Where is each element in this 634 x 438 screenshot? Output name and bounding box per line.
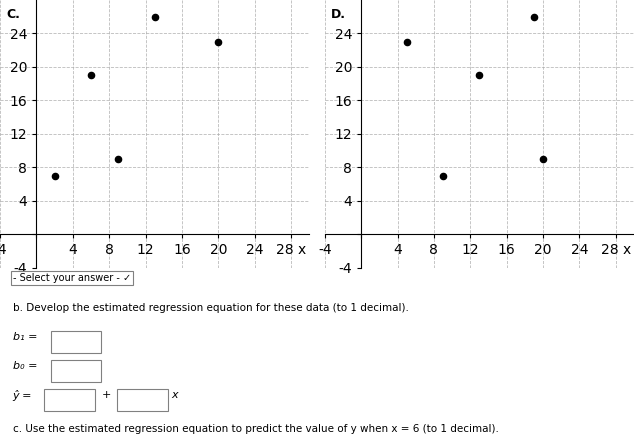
Text: b₀ =: b₀ = [13,361,37,371]
Text: c. Use the estimated regression equation to predict the value of y when x = 6 (t: c. Use the estimated regression equation… [13,424,498,434]
Point [438,172,448,179]
Point [213,38,223,45]
FancyBboxPatch shape [44,389,95,411]
Point [49,172,60,179]
Point [401,38,411,45]
FancyBboxPatch shape [117,389,168,411]
Text: +: + [101,390,111,400]
Text: - Select your answer - ✓: - Select your answer - ✓ [13,273,131,283]
Point [529,13,539,20]
FancyBboxPatch shape [51,360,101,382]
Text: b₁ =: b₁ = [13,332,37,343]
FancyBboxPatch shape [51,331,101,353]
Text: D.: D. [331,8,346,21]
Point [86,72,96,79]
Point [113,155,124,162]
Text: ŷ =: ŷ = [13,390,32,401]
Text: C.: C. [6,8,20,21]
Text: x: x [171,390,178,400]
Text: b. Develop the estimated regression equation for these data (to 1 decimal).: b. Develop the estimated regression equa… [13,304,408,314]
Point [538,155,548,162]
Point [474,72,484,79]
Point [150,13,160,20]
